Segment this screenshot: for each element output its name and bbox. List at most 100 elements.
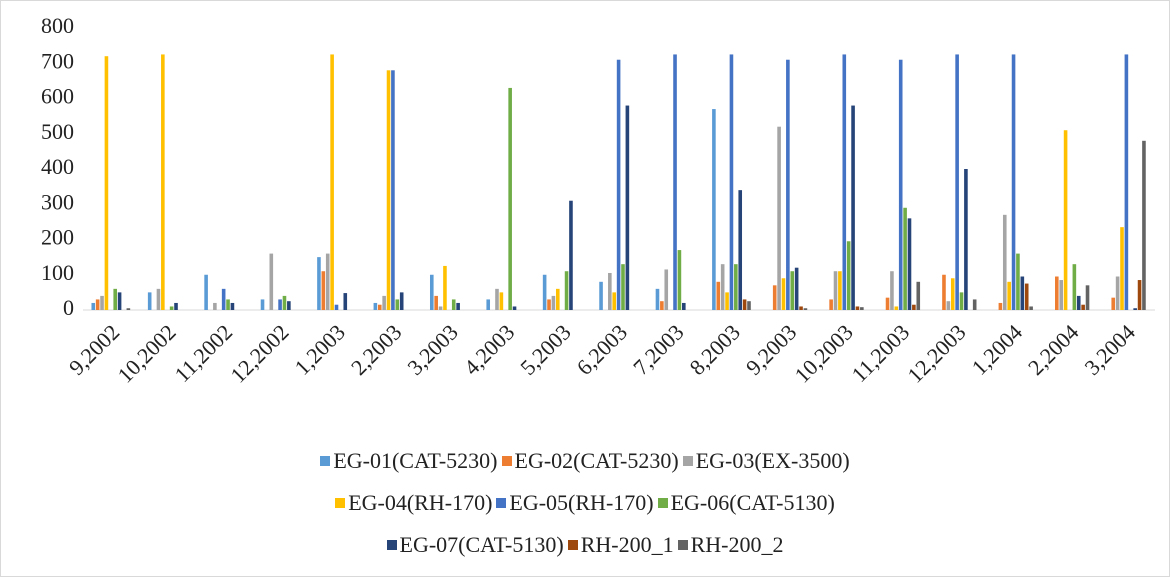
bar (851, 105, 855, 310)
bar (456, 302, 460, 310)
bar (959, 292, 964, 310)
bar (508, 87, 512, 310)
bar (599, 281, 603, 310)
bar (1137, 280, 1142, 310)
bar (438, 306, 443, 310)
bar (343, 293, 348, 310)
bar (799, 306, 803, 310)
legend-item: RH-200_1 (567, 532, 674, 558)
bar (100, 295, 104, 310)
bar (660, 301, 664, 310)
bar (1081, 304, 1085, 310)
bar (786, 59, 790, 310)
bar (104, 56, 109, 311)
bar (334, 304, 339, 310)
bar (317, 257, 321, 310)
bar (781, 278, 786, 310)
bar (1111, 297, 1116, 310)
bar (113, 288, 118, 310)
bar (772, 285, 777, 310)
bar (838, 271, 842, 310)
bar (860, 307, 864, 310)
bar (1142, 140, 1146, 310)
bar (738, 190, 743, 310)
legend-label: EG-06(CAT-5130) (670, 490, 835, 515)
bar (885, 297, 890, 310)
bar (794, 267, 799, 310)
bar (499, 292, 504, 310)
bar (434, 295, 438, 310)
bar (734, 264, 738, 310)
bar (1011, 54, 1016, 310)
y-tick-label: 500 (41, 119, 74, 144)
legend-label: EG-03(EX-3500) (695, 448, 850, 473)
legend-item: EG-01(CAT-5230) (320, 448, 498, 474)
bar (117, 292, 122, 310)
legend-swatch (386, 540, 397, 550)
bar (95, 299, 100, 310)
bar (946, 301, 951, 310)
bar (855, 306, 860, 310)
legend-item: EG-04(RH-170) (335, 490, 492, 516)
legend-item: EG-07(CAT-5130) (386, 532, 564, 558)
bar (287, 301, 291, 310)
legend-label: EG-04(RH-170) (348, 490, 493, 515)
bar (842, 54, 847, 310)
legend-row: EG-04(RH-170) EG-05(RH-170) EG-06(CAT-5130… (0, 482, 1170, 524)
bar (1016, 253, 1020, 310)
bar (382, 295, 386, 310)
bar (972, 299, 977, 310)
y-tick-label: 700 (41, 48, 74, 73)
bar (1076, 295, 1081, 310)
legend-swatch (657, 498, 668, 508)
bar (269, 253, 274, 310)
bar (147, 292, 152, 310)
bar (720, 264, 725, 310)
bar (204, 274, 208, 310)
bar (564, 271, 569, 310)
bar (664, 269, 669, 310)
y-tick-label: 200 (41, 225, 74, 250)
bar (1029, 306, 1033, 310)
bar (621, 264, 625, 310)
bar (542, 274, 547, 310)
bar (803, 308, 808, 310)
bar (495, 288, 499, 310)
bar (569, 200, 573, 310)
bar (395, 299, 400, 310)
bar (169, 306, 174, 310)
legend-item: RH-200_2 (677, 532, 784, 558)
legend-swatch (677, 540, 688, 550)
bar (942, 274, 946, 310)
legend-swatch (320, 456, 331, 466)
bar (278, 299, 282, 310)
bar (1124, 54, 1129, 310)
bar (747, 301, 751, 310)
legend-swatch (682, 456, 693, 466)
bar (616, 59, 621, 310)
bar (1020, 276, 1025, 310)
bar (91, 302, 96, 310)
bar (1133, 308, 1137, 310)
bar (998, 302, 1003, 310)
bar (894, 306, 899, 310)
bar (725, 292, 729, 310)
bar (1059, 280, 1063, 310)
bar (625, 105, 630, 310)
bar (912, 304, 916, 310)
bar (282, 295, 287, 310)
bar (829, 299, 833, 310)
legend-label: RH-200_2 (690, 532, 784, 557)
legend-row: EG-01(CAT-5230) EG-02(CAT-5230) EG-03(EX-3… (0, 440, 1170, 482)
y-tick-label: 400 (41, 154, 74, 179)
legend-item: EG-06(CAT-5130) (657, 490, 835, 516)
bar (512, 306, 517, 310)
bar (325, 253, 330, 310)
legend-swatch (567, 540, 578, 550)
bar (555, 288, 560, 310)
bar (547, 299, 551, 310)
bar (386, 70, 391, 310)
bar (712, 109, 716, 310)
